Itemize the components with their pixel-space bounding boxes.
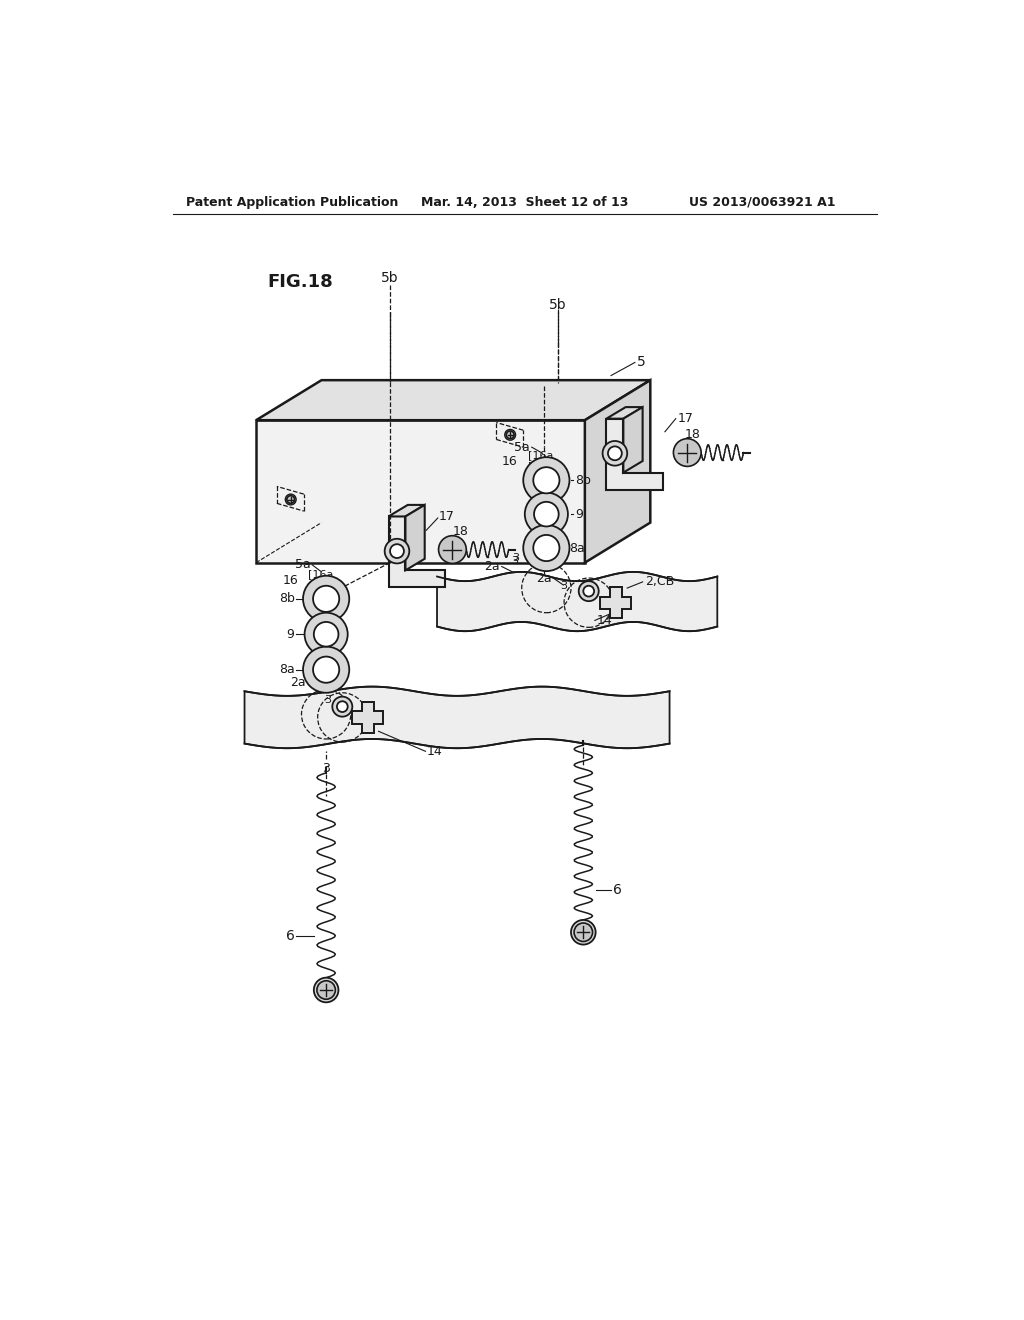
Polygon shape [624, 407, 643, 473]
Polygon shape [256, 420, 585, 562]
Text: Mar. 14, 2013  Sheet 12 of 13: Mar. 14, 2013 Sheet 12 of 13 [421, 195, 629, 209]
Text: 3: 3 [325, 694, 331, 705]
Text: 14: 14 [596, 614, 612, 627]
Text: 6: 6 [286, 929, 295, 942]
Text: 2a: 2a [537, 572, 552, 585]
Circle shape [438, 536, 466, 564]
Text: 2a: 2a [291, 676, 306, 689]
Text: 18: 18 [685, 428, 700, 441]
Circle shape [524, 492, 568, 536]
Text: 2,CB: 2,CB [645, 576, 674, 589]
Text: 8a: 8a [279, 663, 295, 676]
Text: 16: 16 [502, 454, 518, 467]
Circle shape [523, 525, 569, 572]
Circle shape [337, 701, 348, 711]
Text: 5b: 5b [381, 271, 399, 285]
Text: 8b: 8b [279, 593, 295, 606]
Text: [16a: [16a [307, 569, 333, 579]
Circle shape [505, 429, 515, 441]
Circle shape [523, 457, 569, 503]
Circle shape [287, 495, 295, 503]
Polygon shape [606, 407, 643, 418]
Circle shape [333, 697, 352, 717]
Circle shape [286, 494, 296, 506]
Circle shape [534, 535, 559, 561]
Text: Patent Application Publication: Patent Application Publication [186, 195, 398, 209]
Circle shape [534, 467, 559, 494]
Text: [16b: [16b [528, 462, 553, 471]
Text: 14: 14 [427, 744, 442, 758]
Circle shape [390, 544, 403, 558]
Circle shape [608, 446, 622, 461]
Text: 5a: 5a [514, 441, 530, 454]
Text: 5: 5 [637, 355, 645, 370]
Circle shape [602, 441, 628, 466]
Text: 6: 6 [612, 883, 622, 896]
Circle shape [579, 581, 599, 601]
Text: 3: 3 [512, 553, 519, 564]
Polygon shape [585, 380, 650, 562]
Text: [16a: [16a [528, 450, 553, 459]
Text: 9: 9 [574, 508, 583, 520]
Circle shape [674, 438, 701, 466]
Circle shape [313, 656, 339, 682]
Circle shape [385, 539, 410, 564]
Polygon shape [352, 702, 383, 733]
Circle shape [303, 576, 349, 622]
Text: US 2013/0063921 A1: US 2013/0063921 A1 [689, 195, 836, 209]
Circle shape [303, 647, 349, 693]
Circle shape [316, 981, 336, 999]
Polygon shape [406, 506, 425, 570]
Text: [16b: [16b [307, 581, 333, 591]
Text: 3: 3 [511, 556, 518, 566]
Circle shape [304, 612, 348, 656]
Polygon shape [245, 686, 670, 748]
Circle shape [313, 978, 339, 1002]
Circle shape [535, 502, 559, 527]
Polygon shape [388, 506, 425, 516]
Circle shape [584, 586, 594, 597]
Text: 9: 9 [287, 628, 295, 640]
Circle shape [506, 432, 514, 438]
Text: 5b: 5b [549, 298, 566, 312]
Text: 8b: 8b [574, 474, 591, 487]
Text: 2a: 2a [484, 560, 500, 573]
Circle shape [571, 920, 596, 945]
Text: 5a: 5a [295, 558, 310, 572]
Text: 3: 3 [316, 672, 324, 682]
Text: 8a: 8a [569, 541, 585, 554]
Text: 3: 3 [305, 661, 312, 672]
Text: 18: 18 [453, 524, 468, 537]
Polygon shape [437, 572, 717, 631]
Text: 16: 16 [283, 574, 298, 587]
Text: 17: 17 [677, 412, 693, 425]
Circle shape [313, 622, 339, 647]
Text: 17: 17 [438, 510, 455, 523]
Polygon shape [256, 380, 650, 420]
Polygon shape [388, 516, 445, 587]
Circle shape [574, 923, 593, 941]
Circle shape [313, 586, 339, 612]
Polygon shape [600, 587, 631, 618]
Text: FIG.18: FIG.18 [267, 273, 334, 290]
Polygon shape [606, 418, 664, 490]
Text: 3: 3 [525, 539, 532, 548]
Text: 3: 3 [560, 581, 567, 591]
Text: 3: 3 [323, 762, 330, 775]
